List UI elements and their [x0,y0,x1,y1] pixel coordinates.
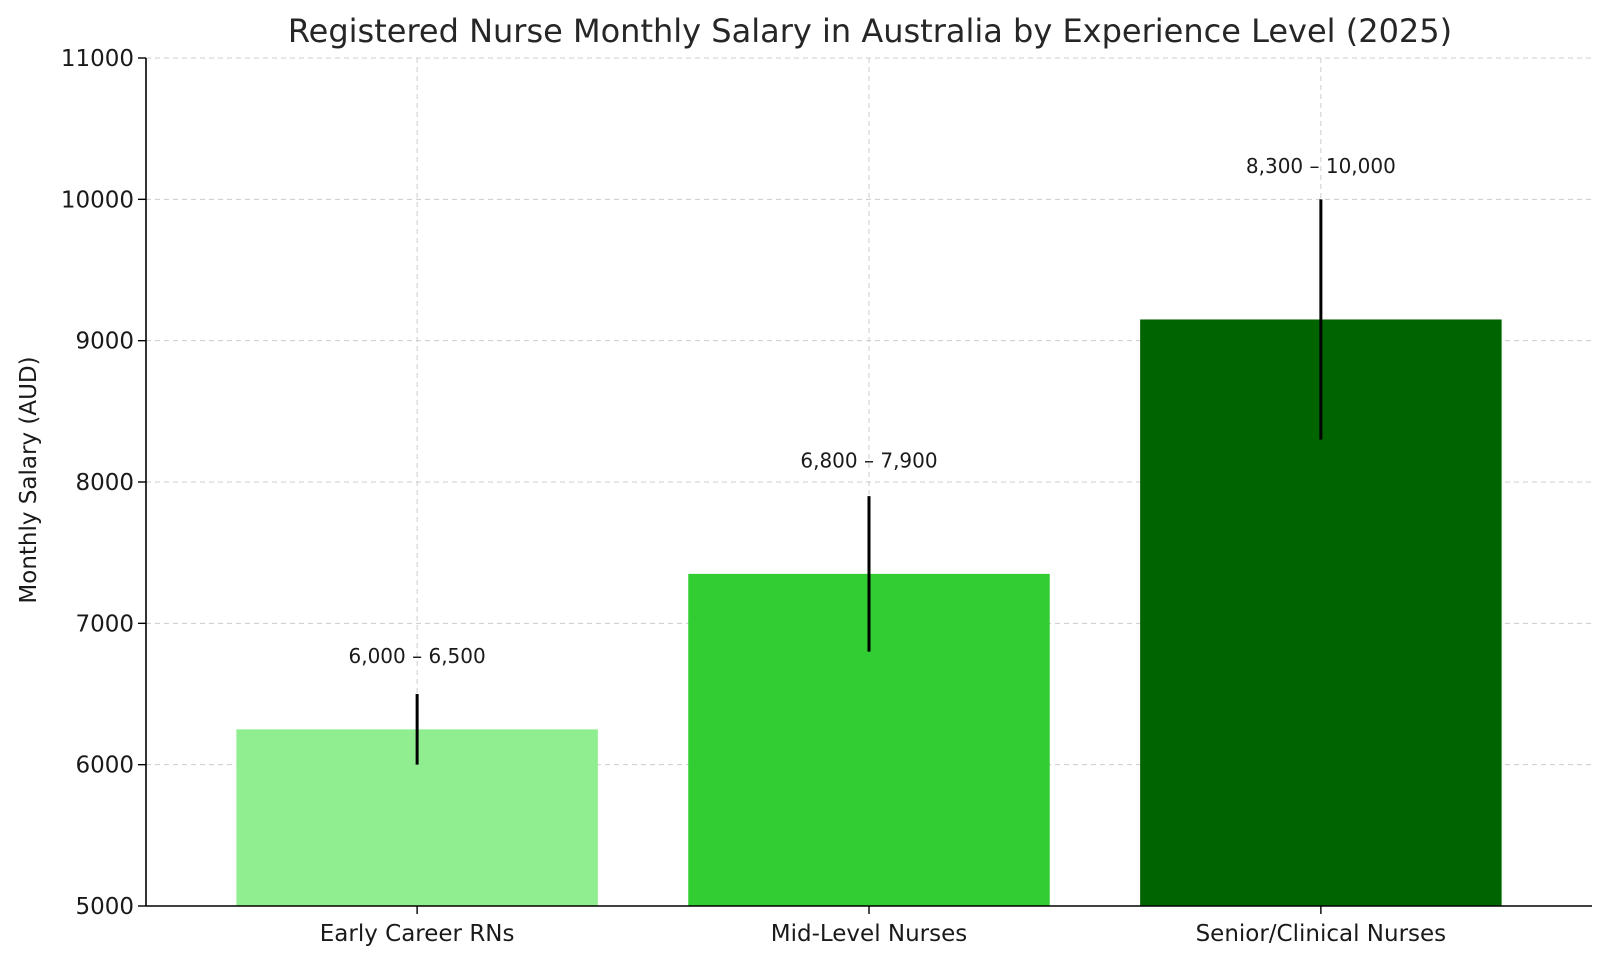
y-tick-label: 6000 [75,753,134,779]
y-tick-label: 10000 [61,187,134,213]
y-tick-label: 11000 [61,46,134,72]
data-labels: 6,000 – 6,500 6,800 – 7,900 8,300 – 10,000 [349,154,1396,668]
y-tick-label: 9000 [75,329,134,355]
y-tick-label: 5000 [75,894,134,920]
data-label: 6,800 – 7,900 [800,448,937,472]
tick-labels: 5000 6000 7000 8000 9000 10000 11000 Early Care… [61,46,1446,947]
y-axis-label: Monthly Salary (AUD) [16,356,42,603]
y-tick-label: 8000 [75,470,134,496]
x-tick-label: Senior/Clinical Nurses [1196,921,1447,947]
axes [138,57,1592,914]
chart-title: Registered Nurse Monthly Salary in Austr… [288,12,1452,50]
y-tick-label: 7000 [75,611,134,637]
error-bars [415,199,1323,765]
x-tick-label: Early Career RNs [320,921,515,947]
x-tick-label: Mid-Level Nurses [771,921,968,947]
data-label: 6,000 – 6,500 [349,644,486,668]
data-label: 8,300 – 10,000 [1246,154,1396,178]
